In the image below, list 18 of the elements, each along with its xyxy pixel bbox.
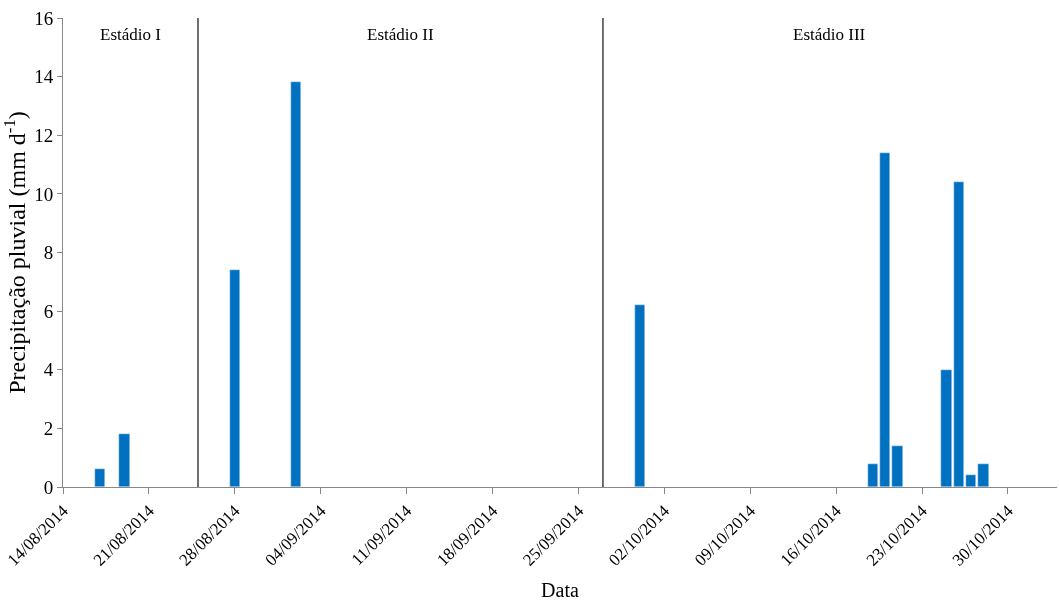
bar [118,433,130,487]
y-tick-label: 6 [43,300,54,322]
bar [94,468,105,487]
bar [229,269,240,487]
x-axis-title: Data [541,579,579,601]
y-tick-label: 12 [34,124,54,146]
y-tick-label: 8 [43,242,54,264]
y-tick-label: 0 [43,476,54,498]
annotation: Estádio I [100,25,162,44]
annotation: Estádio II [367,25,434,44]
bar [290,81,301,487]
y-tick-label: 16 [34,7,54,29]
bar [634,304,645,487]
y-tick-label: 10 [34,183,54,205]
y-tick-label: 4 [43,359,54,381]
y-tick-label: 14 [34,66,54,88]
annotation: Estádio III [793,25,866,44]
y-tick-label: 2 [43,418,54,440]
